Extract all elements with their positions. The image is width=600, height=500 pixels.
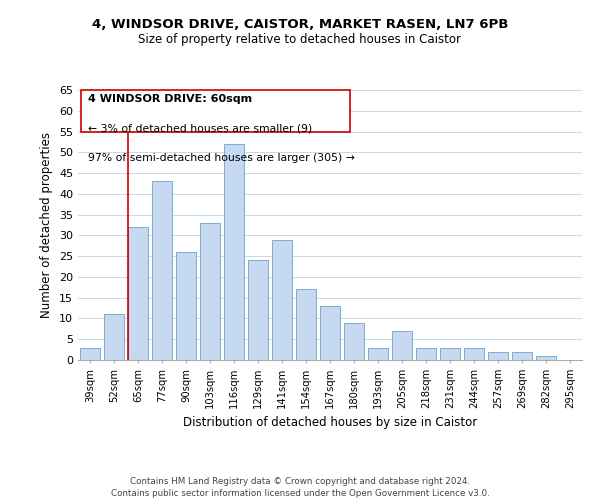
Bar bbox=[320, 306, 340, 360]
Text: 4 WINDSOR DRIVE: 60sqm: 4 WINDSOR DRIVE: 60sqm bbox=[88, 94, 252, 104]
Bar bbox=[512, 352, 532, 360]
Bar bbox=[344, 322, 364, 360]
Bar bbox=[104, 314, 124, 360]
Text: Contains HM Land Registry data © Crown copyright and database right 2024.: Contains HM Land Registry data © Crown c… bbox=[130, 478, 470, 486]
Bar bbox=[536, 356, 556, 360]
Text: Contains public sector information licensed under the Open Government Licence v3: Contains public sector information licen… bbox=[110, 489, 490, 498]
FancyBboxPatch shape bbox=[80, 90, 350, 132]
Bar bbox=[488, 352, 508, 360]
X-axis label: Distribution of detached houses by size in Caistor: Distribution of detached houses by size … bbox=[183, 416, 477, 430]
Bar bbox=[296, 290, 316, 360]
Bar bbox=[80, 348, 100, 360]
Y-axis label: Number of detached properties: Number of detached properties bbox=[40, 132, 53, 318]
Bar bbox=[272, 240, 292, 360]
Text: 97% of semi-detached houses are larger (305) →: 97% of semi-detached houses are larger (… bbox=[88, 154, 355, 164]
Bar bbox=[440, 348, 460, 360]
Text: ← 3% of detached houses are smaller (9): ← 3% of detached houses are smaller (9) bbox=[88, 124, 313, 134]
Bar bbox=[224, 144, 244, 360]
Bar bbox=[248, 260, 268, 360]
Bar bbox=[200, 223, 220, 360]
Text: Size of property relative to detached houses in Caistor: Size of property relative to detached ho… bbox=[139, 32, 461, 46]
Bar bbox=[464, 348, 484, 360]
Bar bbox=[416, 348, 436, 360]
Bar bbox=[392, 331, 412, 360]
Bar bbox=[368, 348, 388, 360]
Bar bbox=[128, 227, 148, 360]
Bar bbox=[176, 252, 196, 360]
Text: 4, WINDSOR DRIVE, CAISTOR, MARKET RASEN, LN7 6PB: 4, WINDSOR DRIVE, CAISTOR, MARKET RASEN,… bbox=[92, 18, 508, 30]
Bar bbox=[152, 182, 172, 360]
